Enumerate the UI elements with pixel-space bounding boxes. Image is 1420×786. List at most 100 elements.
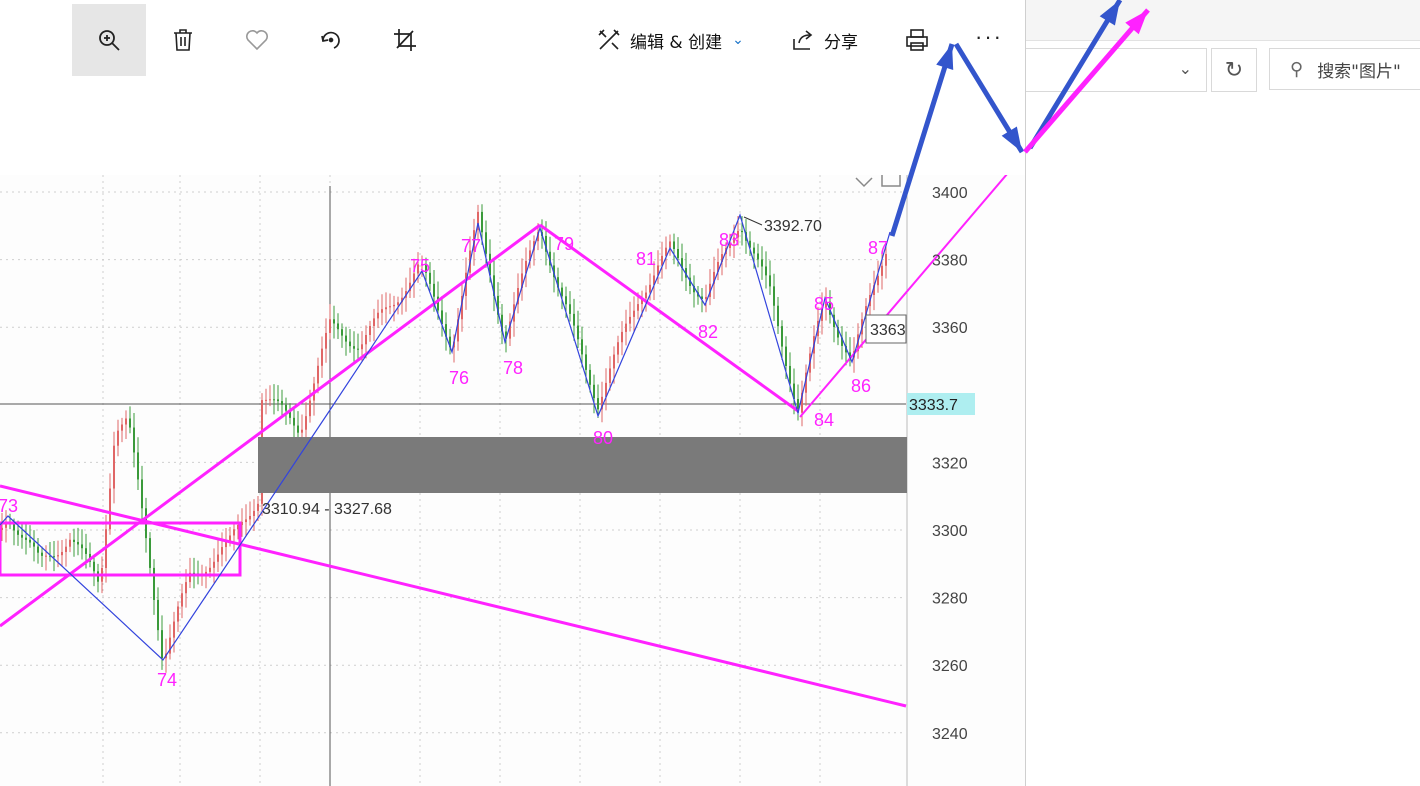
candle-body [669, 241, 671, 248]
rotate-button[interactable] [294, 4, 368, 76]
candle-body [161, 630, 163, 659]
candle-body [601, 396, 603, 410]
candle-body [413, 273, 415, 283]
address-bar[interactable]: ⌄ [1026, 48, 1207, 92]
candle-body [441, 310, 443, 325]
wave-label: 85 [814, 294, 834, 314]
partial-price-box [865, 314, 907, 344]
candle-body [73, 539, 75, 542]
candle-body [269, 399, 271, 401]
candle-body [281, 401, 283, 405]
favorite-button[interactable] [220, 4, 294, 76]
candle-body [133, 427, 135, 453]
candle-body [717, 261, 719, 272]
candle-body [661, 255, 663, 266]
candle-body [353, 346, 355, 349]
candle-body [257, 503, 259, 511]
candle-body [329, 319, 331, 333]
candle-body [485, 232, 487, 254]
y-tick-label: 3360 [932, 320, 968, 337]
share-button[interactable]: 分享 [790, 22, 858, 58]
candle-body [285, 404, 287, 411]
y-tick-label: 3400 [932, 185, 968, 202]
candle-body [5, 523, 7, 528]
candle-body [517, 288, 519, 305]
candle-body [349, 341, 351, 347]
search-box[interactable]: ⚲ 搜索"图片" [1269, 48, 1420, 90]
toolbar: 编辑 & 创建 ⌄ 分享 ··· [0, 0, 1025, 80]
candle-body [769, 275, 771, 287]
zoom-button[interactable] [72, 4, 146, 76]
refresh-button[interactable]: ↻ [1211, 48, 1257, 92]
downtrend-line [0, 484, 907, 708]
candle-body [77, 541, 79, 545]
candle-body [605, 382, 607, 397]
candle-body [341, 329, 343, 336]
share-label: 分享 [824, 32, 858, 53]
edit-create-icon [598, 29, 620, 50]
candle-body [625, 323, 627, 332]
candle-body [749, 240, 751, 248]
wave-label: 78 [503, 358, 523, 378]
print-button[interactable] [880, 4, 954, 76]
candle-body [789, 365, 791, 384]
crop-button[interactable] [368, 4, 442, 76]
candle-body [333, 319, 335, 324]
candle-body [209, 567, 211, 572]
photo-viewer-window: 编辑 & 创建 ⌄ 分享 ··· 3400 3380 3360 3320 3300 328… [0, 0, 1026, 786]
collapse-chevron-icon [855, 177, 873, 188]
wave-label: 83 [719, 230, 739, 250]
wave-label: 87 [868, 238, 888, 258]
candle-body [57, 555, 59, 557]
candle-body [637, 304, 639, 311]
candle-body [581, 339, 583, 355]
wave-label: 82 [698, 322, 718, 342]
candle-body [665, 247, 667, 256]
candle-body [1, 527, 3, 530]
candle-body [753, 247, 755, 254]
uptrend-line [0, 223, 541, 628]
y-tick-label: 3380 [932, 253, 968, 270]
candle-body [233, 529, 235, 536]
more-button[interactable]: ··· [972, 24, 1006, 56]
candle-body [565, 296, 567, 305]
rotate-icon [321, 31, 340, 49]
candle-body [205, 571, 207, 574]
chart-image: 3400 3380 3360 3320 3300 3280 3260 3240 73 74 75 76… [0, 175, 1025, 786]
chevron-down-icon[interactable]: ⌄ [1178, 61, 1192, 78]
file-explorer-window: ⌄ ↻ ⚲ 搜索"图片" [1026, 0, 1420, 786]
candle-body [489, 253, 491, 276]
candle-body [849, 352, 851, 358]
candle-body [65, 546, 67, 552]
candle-body [157, 599, 159, 631]
candle-body [69, 539, 71, 547]
wave-label: 86 [851, 376, 871, 396]
candle-body [41, 552, 43, 556]
candle-body [793, 383, 795, 400]
candle-body [733, 237, 735, 243]
candle-body [325, 332, 327, 349]
candle-body [373, 318, 375, 327]
neckline-line [799, 175, 1008, 418]
candle-body [633, 310, 635, 317]
candle-body [721, 254, 723, 262]
candle-body [29, 539, 31, 543]
candle-body [837, 326, 839, 338]
candle-body [417, 264, 419, 274]
candle-body [21, 534, 23, 538]
candle-body [409, 282, 411, 292]
candle-body [461, 295, 463, 320]
candle-body [493, 275, 495, 296]
candle-body [181, 593, 183, 607]
wave-label: 77 [461, 236, 481, 256]
delete-button[interactable] [146, 4, 220, 76]
candle-body [705, 296, 707, 300]
candle-body [37, 546, 39, 553]
candle-body [277, 399, 279, 402]
candle-body [25, 537, 27, 540]
candle-body [681, 258, 683, 269]
edit-create-button[interactable]: 编辑 & 创建 ⌄ [596, 22, 744, 58]
candle-body [613, 354, 615, 369]
candle-body [381, 309, 383, 313]
y-tick-label: 3280 [932, 591, 968, 608]
